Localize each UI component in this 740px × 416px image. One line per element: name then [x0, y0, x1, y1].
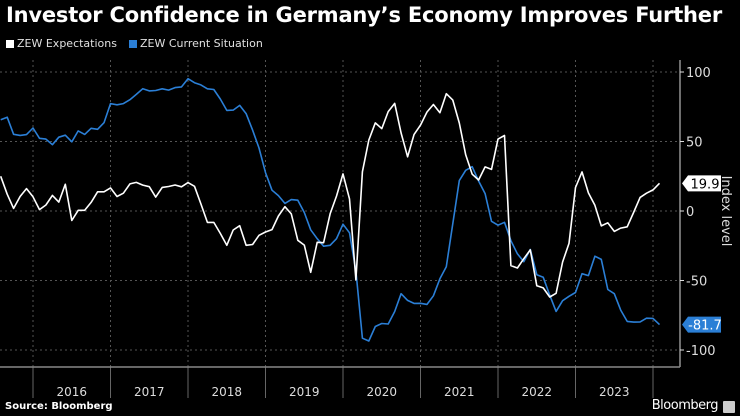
brand-logo: Bloomberg	[651, 398, 719, 413]
bloomberg-chart-icon	[723, 401, 735, 413]
y-tick-label: -100	[686, 344, 716, 359]
series-line-current-situation	[0, 77, 661, 342]
x-tick-label: 2018	[211, 385, 242, 399]
x-tick-label: 2021	[444, 385, 475, 399]
last-value-tag	[682, 175, 721, 192]
x-tick-label: 2022	[521, 385, 552, 399]
y-tick-label: 50	[686, 136, 703, 151]
legend-label: ZEW Expectations	[17, 37, 117, 50]
last-value-label: 19.9	[691, 177, 720, 192]
legend-label: ZEW Current Situation	[139, 37, 263, 50]
x-tick-label: 2017	[134, 385, 165, 399]
legend-swatch	[6, 39, 14, 48]
y-axis-label: Index level	[718, 176, 733, 247]
last-value-label: -81.7	[688, 319, 722, 334]
x-tick-label: 2016	[56, 385, 87, 399]
x-tick-label: 2020	[366, 385, 397, 399]
y-tick-label: 0	[686, 205, 694, 220]
legend-item-current-situation[interactable]: ZEW Current Situation	[128, 37, 263, 50]
legend-swatch	[128, 39, 137, 48]
y-tick-label: -50	[686, 275, 707, 290]
chart-title: Investor Confidence in Germany’s Economy…	[6, 3, 722, 27]
legend-item-expectations[interactable]: ZEW Expectations	[6, 37, 117, 50]
legend: ZEW Expectations ZEW Current Situation	[6, 37, 263, 50]
series-line-expectations	[0, 92, 661, 298]
y-tick-label: 100	[686, 66, 711, 81]
x-tick-label: 2023	[599, 385, 630, 399]
source-note: Source: Bloomberg	[5, 401, 113, 412]
last-value-tag	[682, 316, 721, 333]
x-tick-label: 2019	[289, 385, 320, 399]
